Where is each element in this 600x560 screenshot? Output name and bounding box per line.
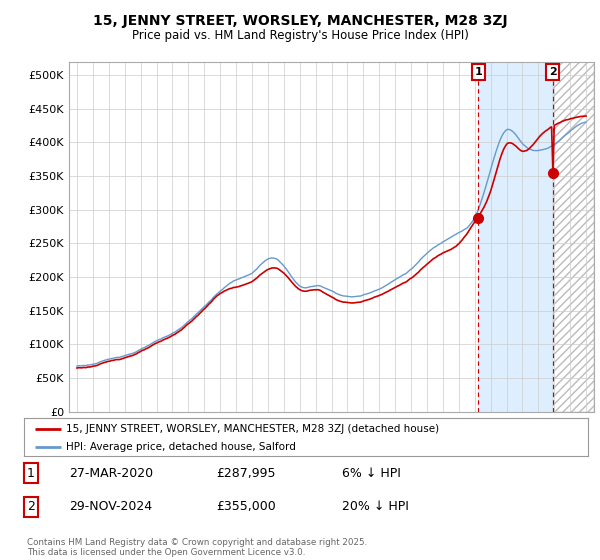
Text: 15, JENNY STREET, WORSLEY, MANCHESTER, M28 3ZJ: 15, JENNY STREET, WORSLEY, MANCHESTER, M… [92, 14, 508, 28]
Text: 2: 2 [549, 67, 557, 77]
Text: 1: 1 [475, 67, 482, 77]
Text: Price paid vs. HM Land Registry's House Price Index (HPI): Price paid vs. HM Land Registry's House … [131, 29, 469, 42]
Text: HPI: Average price, detached house, Salford: HPI: Average price, detached house, Salf… [66, 442, 296, 452]
Bar [553, 62, 594, 412]
Text: 1: 1 [27, 466, 35, 480]
Text: 2: 2 [27, 500, 35, 514]
Text: Contains HM Land Registry data © Crown copyright and database right 2025.
This d: Contains HM Land Registry data © Crown c… [27, 538, 367, 557]
Text: 20% ↓ HPI: 20% ↓ HPI [342, 500, 409, 514]
Text: £287,995: £287,995 [216, 466, 275, 480]
Text: 29-NOV-2024: 29-NOV-2024 [69, 500, 152, 514]
Text: 15, JENNY STREET, WORSLEY, MANCHESTER, M28 3ZJ (detached house): 15, JENNY STREET, WORSLEY, MANCHESTER, M… [66, 424, 439, 434]
Bar [553, 62, 594, 412]
Text: 6% ↓ HPI: 6% ↓ HPI [342, 466, 401, 480]
Text: £355,000: £355,000 [216, 500, 276, 514]
Text: 27-MAR-2020: 27-MAR-2020 [69, 466, 153, 480]
Bar [478, 62, 553, 412]
